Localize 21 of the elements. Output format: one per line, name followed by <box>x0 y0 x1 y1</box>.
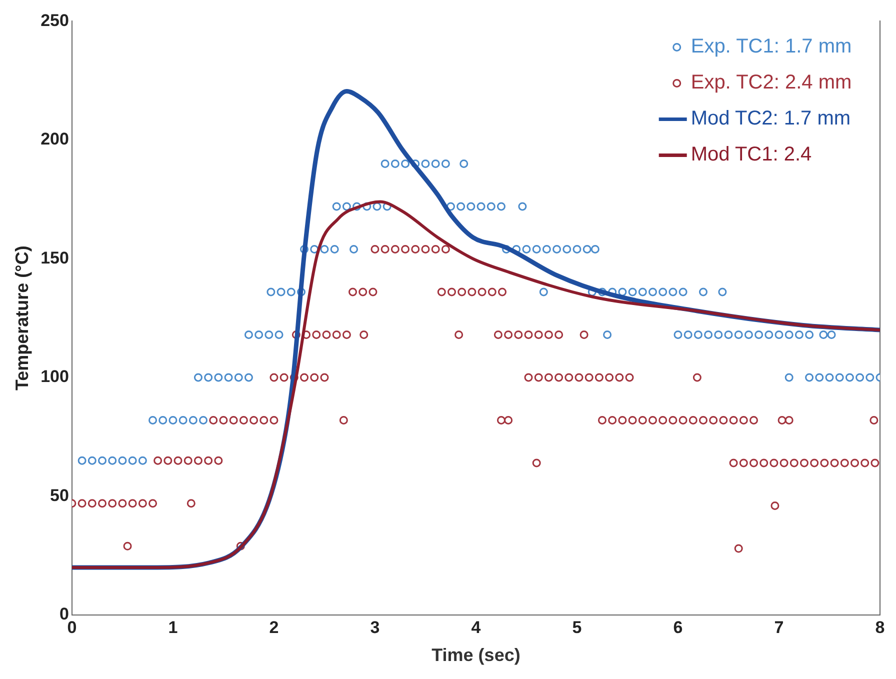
x-tick-label: 3 <box>370 618 380 637</box>
x-tick-label: 6 <box>673 618 683 637</box>
legend-label: Exp. TC1: 1.7 mm <box>690 36 852 58</box>
y-tick-label: 100 <box>40 367 69 386</box>
y-axis-title: Temperature (°C) <box>12 246 32 391</box>
y-tick-label: 0 <box>59 604 69 624</box>
y-tick-label: 150 <box>40 248 69 268</box>
x-tick-label: 5 <box>572 618 582 637</box>
x-tick-label: 4 <box>471 618 482 637</box>
x-axis-title: Time (sec) <box>432 645 520 666</box>
x-tick-label: 2 <box>269 618 279 637</box>
legend-label: Mod TC1: 2.4 <box>690 144 812 166</box>
legend-label: Exp. TC2: 2.4 mm <box>690 72 852 94</box>
x-tick-label: 1 <box>168 618 178 637</box>
x-tick-label: 8 <box>875 618 885 637</box>
x-tick-label: 7 <box>774 618 784 637</box>
y-tick-label: 250 <box>40 10 69 30</box>
y-tick-label: 200 <box>40 130 69 149</box>
legend-label: Mod TC2: 1.7 mm <box>690 108 851 130</box>
y-tick-label: 50 <box>50 486 69 505</box>
line-series <box>72 200 880 569</box>
